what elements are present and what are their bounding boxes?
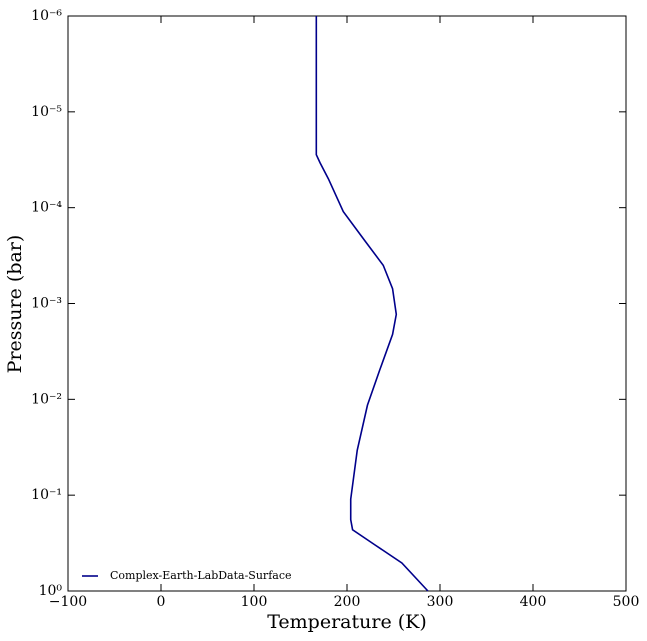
- x-tick-label: 200: [334, 594, 361, 610]
- x-tick-label: 500: [613, 594, 640, 610]
- x-tick-label: 300: [427, 594, 454, 610]
- x-axis-label: Temperature (K): [267, 611, 427, 633]
- x-tick-label: 100: [241, 594, 268, 610]
- x-tick-label: 0: [157, 594, 166, 610]
- y-tick-label: 10⁻⁴: [31, 200, 62, 216]
- y-tick-label: 10⁻¹: [31, 487, 62, 503]
- y-tick-label: 10⁻⁶: [31, 8, 62, 24]
- y-tick-label: 10⁻³: [31, 296, 62, 312]
- y-axis-label: Pressure (bar): [4, 235, 26, 374]
- y-tick-label: 10⁻²: [31, 391, 62, 407]
- line: [315, 16, 429, 592]
- legend-label: Complex-Earth-LabData-Surface: [110, 569, 292, 582]
- x-tick-label: −100: [49, 594, 87, 610]
- x-tick-label: 400: [520, 594, 547, 610]
- plot-frame: [67, 15, 627, 592]
- y-tick-label: 10⁻⁵: [31, 104, 62, 120]
- y-tick-label: 10⁰: [39, 583, 63, 599]
